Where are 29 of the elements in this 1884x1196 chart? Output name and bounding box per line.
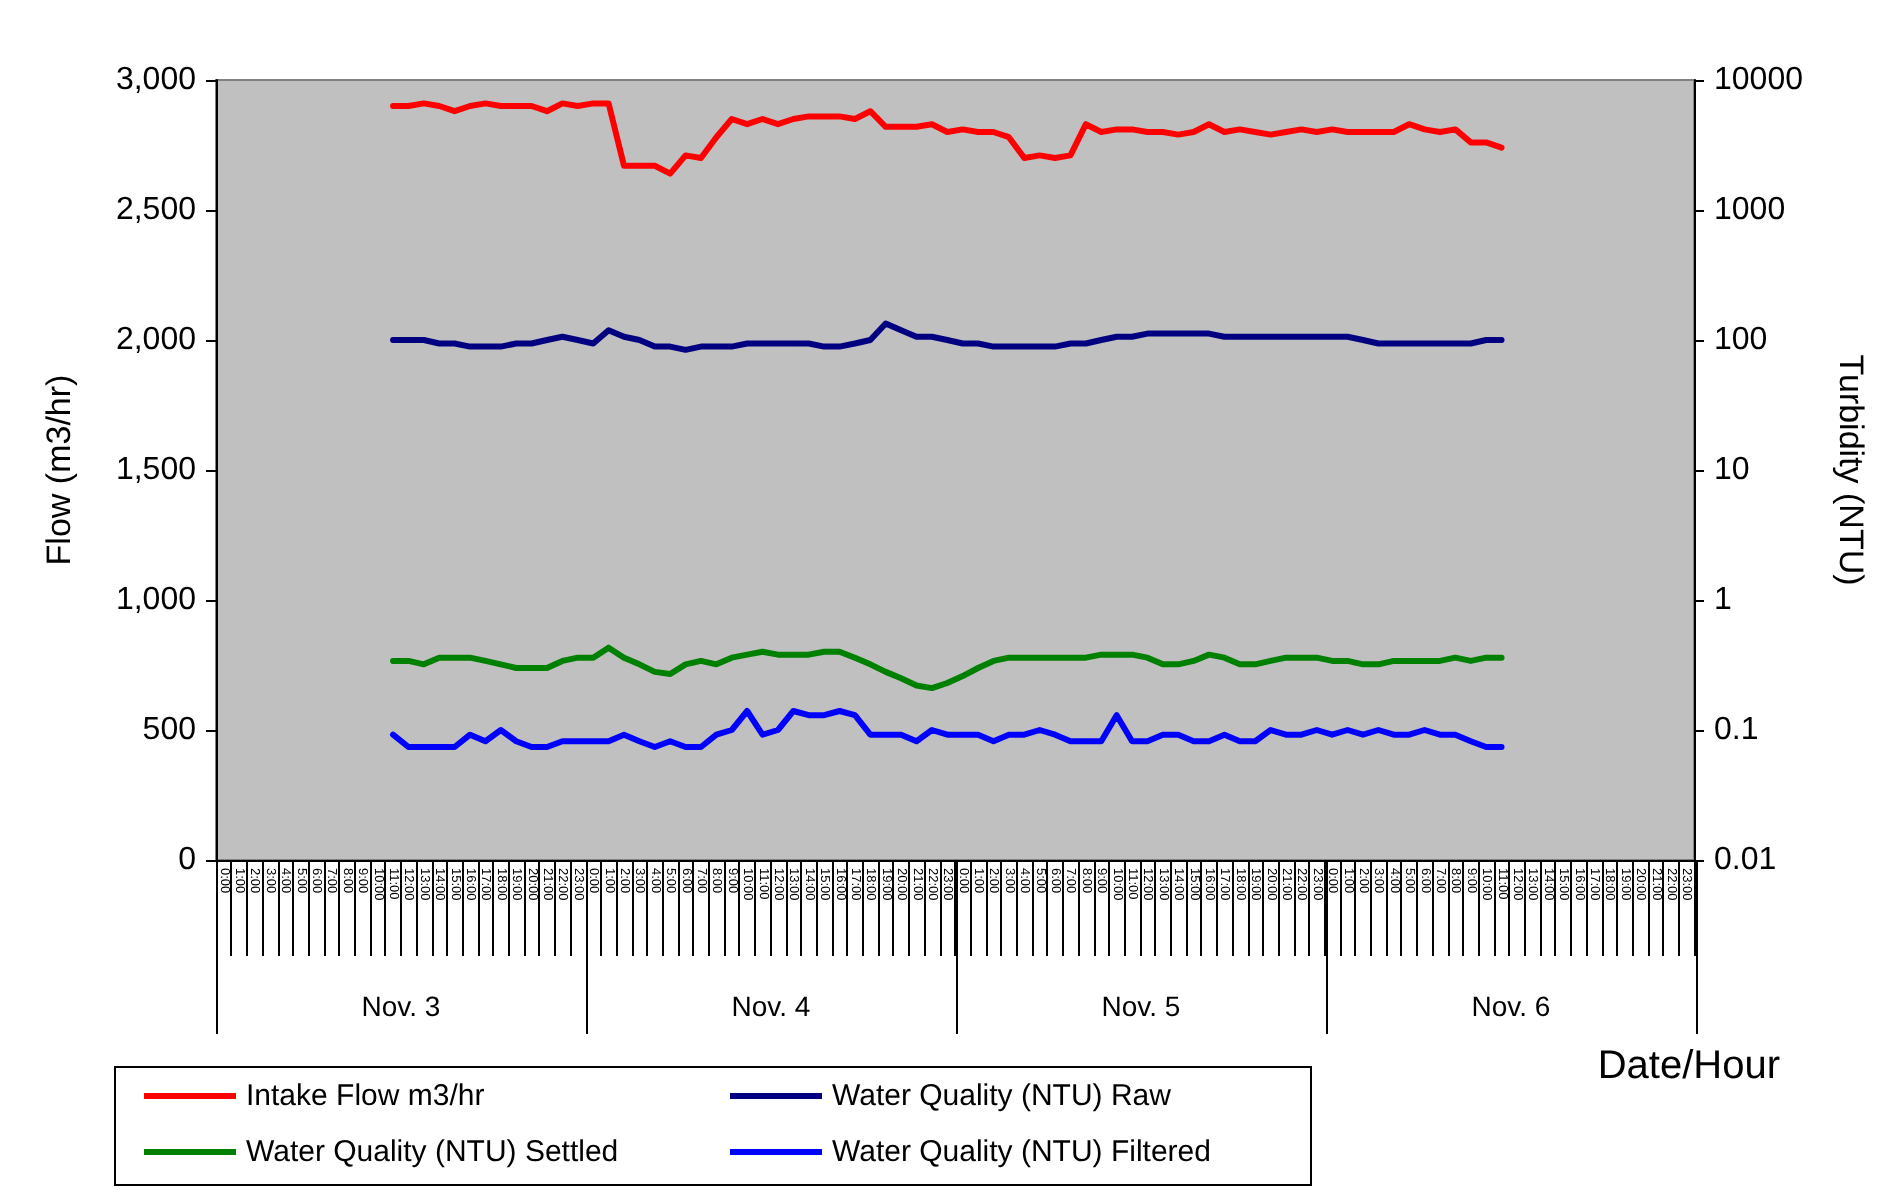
text: Nov. 3: [361, 990, 441, 1022]
y2-tick-label: 100: [1714, 323, 1768, 357]
y-tick-label: 500: [142, 713, 197, 747]
y2-tick-label: 1: [1714, 583, 1732, 617]
y-tick-label: 1,500: [115, 453, 197, 487]
y-tick-label: 0: [178, 843, 197, 877]
text: Nov. 5: [1101, 990, 1181, 1022]
legend-label: Water Quality (NTU) Filtered: [832, 1135, 1211, 1169]
line-series: [390, 320, 1505, 353]
legend-label: Water Quality (NTU) Settled: [246, 1135, 619, 1169]
y2-axis-title: Turbidity (NTU): [1832, 354, 1870, 586]
text: Nov. 4: [731, 990, 811, 1022]
y-tick-label: 2,000: [115, 323, 197, 357]
y-tick-label: 2,500: [115, 193, 197, 227]
y2-tick-label: 0.01: [1714, 843, 1777, 877]
y2-tick-label: 1000: [1714, 193, 1786, 227]
y2-tick-label: 10: [1714, 453, 1750, 487]
legend-label: Intake Flow m3/hr: [246, 1079, 485, 1113]
line-series: [390, 708, 1505, 750]
y-axis-title: Flow (m3/hr): [40, 374, 78, 566]
x-axis-title: Date/Hour: [1597, 1044, 1781, 1088]
line-series: [390, 100, 1505, 177]
y2-tick-label: 0.1: [1714, 713, 1759, 747]
text: Nov. 6: [1471, 990, 1551, 1022]
y-tick-label: 1,000: [115, 583, 197, 617]
y2-tick-label: 10000: [1714, 63, 1804, 97]
legend-label: Water Quality (NTU) Raw: [832, 1079, 1172, 1113]
y-tick-label: 3,000: [115, 63, 197, 97]
line-series: [390, 644, 1505, 692]
